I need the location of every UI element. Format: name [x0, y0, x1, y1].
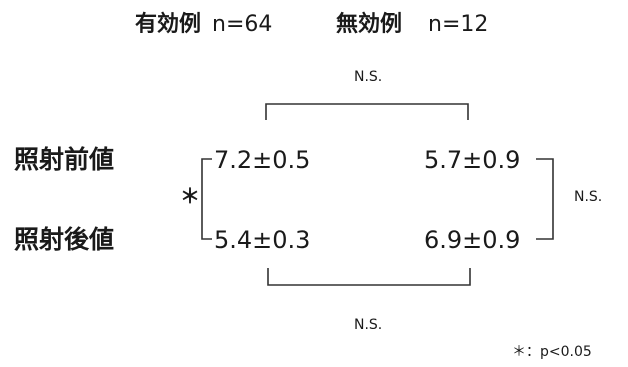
ineffective-group-n: n=12 [428, 12, 489, 37]
left-significance-mark: ＊ [180, 184, 200, 208]
right-bracket [536, 158, 554, 240]
top-comparison-label: N.S. [354, 69, 383, 85]
row-label-before: 照射前値 [14, 145, 115, 174]
before-effective-value: 7.2±0.5 [214, 146, 311, 174]
after-effective-value: 5.4±0.3 [214, 226, 311, 254]
bottom-bracket [267, 268, 471, 286]
ineffective-group-label: 無効例 [336, 12, 403, 37]
effective-group-n: n=64 [212, 12, 273, 37]
left-bracket [201, 158, 212, 240]
effective-group-label: 有効例 [135, 12, 202, 37]
top-bracket [265, 103, 469, 120]
before-ineffective-value: 5.7±0.9 [424, 146, 521, 174]
significance-footnote: ＊：p<0.05 [512, 344, 592, 360]
bottom-comparison-label: N.S. [354, 317, 383, 333]
right-comparison-label: N.S. [574, 189, 603, 205]
after-ineffective-value: 6.9±0.9 [424, 226, 521, 254]
row-label-after: 照射後値 [14, 225, 115, 254]
